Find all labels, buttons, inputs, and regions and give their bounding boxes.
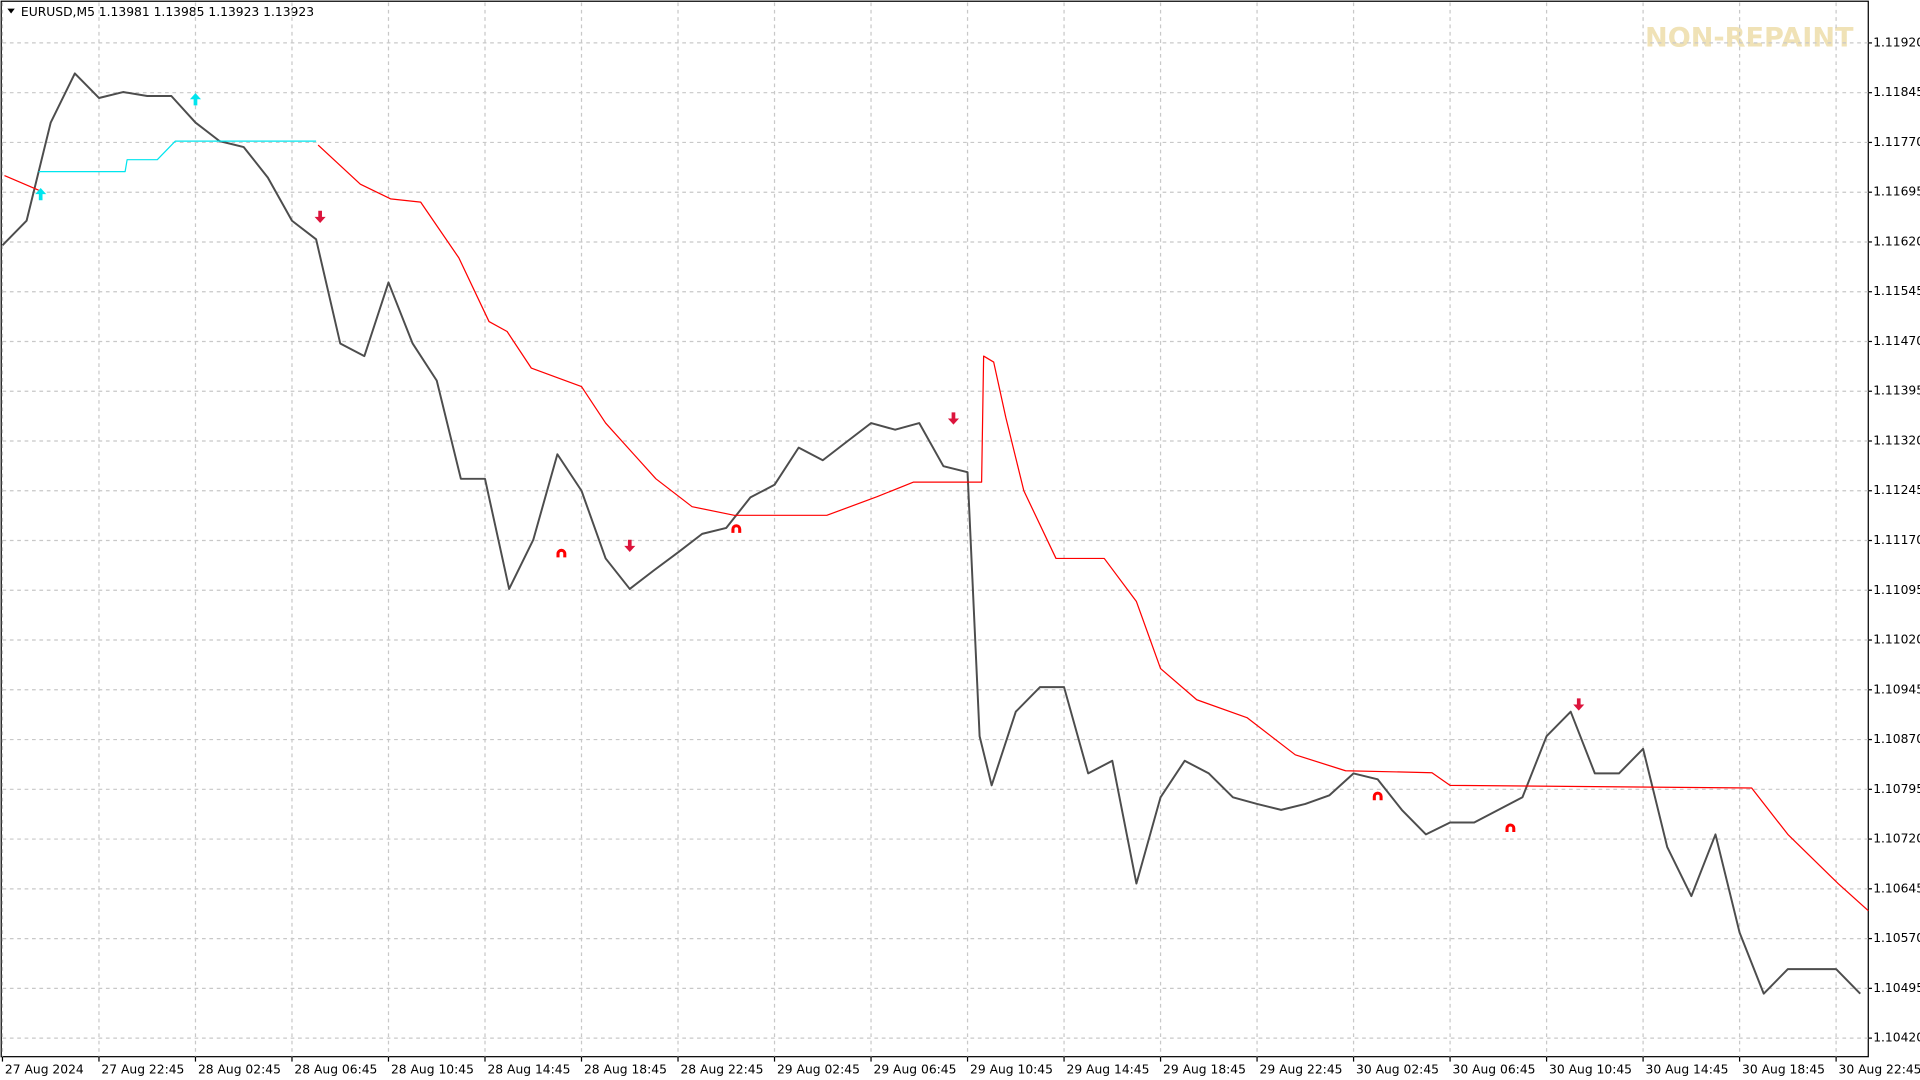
- x-tick-label: 28 Aug 10:45: [391, 1063, 474, 1077]
- y-tick-label: 1.11320: [1873, 434, 1920, 448]
- x-tick-label: 30 Aug 02:45: [1356, 1063, 1439, 1077]
- y-tick-label: 1.10570: [1873, 931, 1920, 945]
- signal-marker: [1372, 791, 1383, 801]
- signal-marker: [947, 412, 960, 425]
- x-tick-label: 29 Aug 18:45: [1163, 1063, 1246, 1077]
- x-tick-label: 30 Aug 06:45: [1453, 1063, 1536, 1077]
- y-tick-label: 1.11845: [1873, 85, 1920, 99]
- y-tick-label: 1.11920: [1873, 35, 1920, 49]
- series-line: [38, 140, 317, 173]
- y-tick-label: 1.10945: [1873, 682, 1920, 696]
- y-tick-label: 1.10645: [1873, 881, 1920, 895]
- x-tick-label: 30 Aug 18:45: [1742, 1063, 1825, 1077]
- y-tick-label: 1.11170: [1873, 533, 1920, 547]
- x-tick-label: 30 Aug 10:45: [1549, 1063, 1632, 1077]
- x-tick-label: 30 Aug 14:45: [1646, 1063, 1729, 1077]
- y-tick-label: 1.11770: [1873, 135, 1920, 149]
- y-tick-label: 1.11620: [1873, 234, 1920, 248]
- x-tick-label: 27 Aug 2024: [5, 1063, 84, 1077]
- x-tick-label: 30 Aug 22:45: [1839, 1063, 1920, 1077]
- x-tick-label: 28 Aug 02:45: [198, 1063, 281, 1077]
- watermark: NON-REPAINT: [1645, 23, 1854, 54]
- series-line: [4, 175, 39, 191]
- series-line: [1, 72, 1861, 995]
- x-tick-label: 29 Aug 10:45: [970, 1063, 1053, 1077]
- plot-frame: [0, 0, 1869, 1058]
- x-tick-label: 29 Aug 02:45: [777, 1063, 860, 1077]
- x-tick-label: 28 Aug 18:45: [584, 1063, 667, 1077]
- x-tick-label: 28 Aug 06:45: [294, 1063, 377, 1077]
- y-tick-label: 1.11245: [1873, 483, 1920, 497]
- grid-layer: [1, 2, 1869, 1057]
- x-tick-label: 27 Aug 22:45: [101, 1063, 184, 1077]
- y-tick-label: 1.11695: [1873, 185, 1920, 199]
- y-tick-label: 1.10495: [1873, 981, 1920, 995]
- x-tick-label: 29 Aug 06:45: [873, 1063, 956, 1077]
- series-line: [317, 144, 1869, 912]
- y-tick-label: 1.11545: [1873, 284, 1920, 298]
- y-tick-label: 1.10795: [1873, 782, 1920, 796]
- signal-marker: [556, 548, 567, 558]
- y-tick-label: 1.11395: [1873, 384, 1920, 398]
- signal-marker: [1573, 698, 1585, 711]
- signal-marker: [731, 524, 742, 533]
- x-tick-label: 28 Aug 14:45: [487, 1063, 570, 1077]
- y-tick-label: 1.10420: [1873, 1031, 1920, 1045]
- signal-marker: [189, 93, 202, 106]
- y-tick-label: 1.10870: [1873, 732, 1920, 746]
- y-tick-label: 1.11020: [1873, 633, 1920, 647]
- y-tick-label: 1.11470: [1873, 334, 1920, 348]
- y-tick-label: 1.10720: [1873, 832, 1920, 846]
- menu-triangle[interactable]: [7, 8, 15, 14]
- x-tick-label: 29 Aug 14:45: [1067, 1063, 1150, 1077]
- y-tick-label: 1.11095: [1873, 583, 1920, 597]
- x-tick-label: 28 Aug 22:45: [680, 1063, 763, 1077]
- x-tick-label: 29 Aug 22:45: [1260, 1063, 1343, 1077]
- chart-title: EURUSD,M5 1.13981 1.13985 1.13923 1.1392…: [21, 5, 314, 19]
- signal-marker: [1505, 823, 1516, 833]
